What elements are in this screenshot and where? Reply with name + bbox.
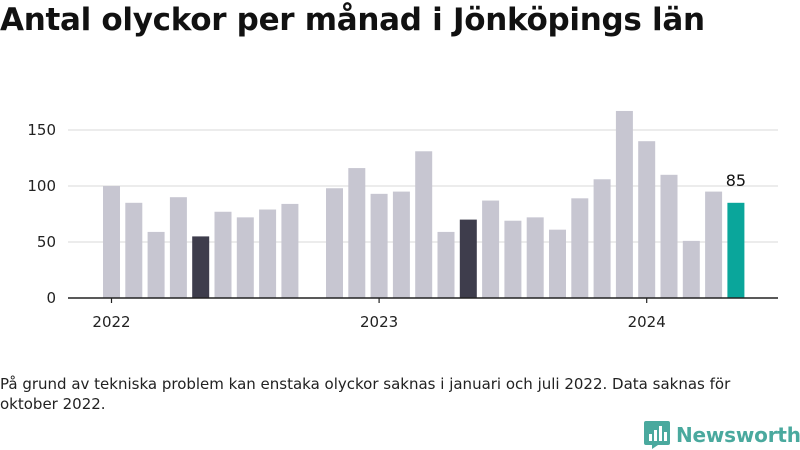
bar [526, 217, 544, 298]
bar [682, 240, 700, 298]
y-tick-label: 50 [37, 233, 56, 251]
bar [348, 168, 366, 298]
axes [68, 297, 778, 303]
latest-value-label: 85 [726, 171, 746, 190]
bar [593, 179, 611, 298]
x-tick-label: 2024 [628, 313, 666, 331]
bar [504, 220, 522, 298]
bar [571, 198, 589, 298]
newsworthy-brand[interactable]: Newsworthy [644, 421, 800, 449]
bar [169, 197, 187, 298]
bar [326, 188, 343, 298]
bar [103, 186, 120, 298]
bar [370, 193, 388, 298]
bar [259, 209, 277, 298]
y-tick-label: 0 [46, 289, 56, 307]
y-tick-label: 150 [27, 121, 56, 139]
chart-title: Antal olyckor per månad i Jönköpings län [0, 2, 705, 38]
bar [437, 231, 455, 298]
bar [727, 202, 745, 298]
bar [638, 141, 656, 298]
bar [392, 191, 410, 298]
y-tick-label: 100 [27, 177, 56, 195]
newsworthy-logo-icon [644, 421, 670, 449]
bar-series [103, 110, 745, 299]
bar [214, 211, 232, 298]
bar [459, 219, 477, 298]
bar [236, 217, 254, 298]
footnote: På grund av tekniska problem kan enstaka… [0, 375, 731, 413]
x-tick-label: 2023 [360, 313, 398, 331]
bar [482, 200, 500, 298]
axis-labels: 0 50 100 150 85 2022 2023 2024 [27, 121, 746, 331]
bar [705, 191, 723, 298]
x-tick-label: 2022 [92, 313, 130, 331]
brand-name: Newsworthy [676, 423, 800, 447]
bar [660, 174, 678, 298]
bar [281, 203, 299, 298]
bar [125, 202, 143, 298]
bar [192, 236, 210, 298]
bar [615, 110, 633, 299]
bar [147, 231, 165, 298]
bar [415, 151, 433, 298]
bar [549, 229, 566, 298]
